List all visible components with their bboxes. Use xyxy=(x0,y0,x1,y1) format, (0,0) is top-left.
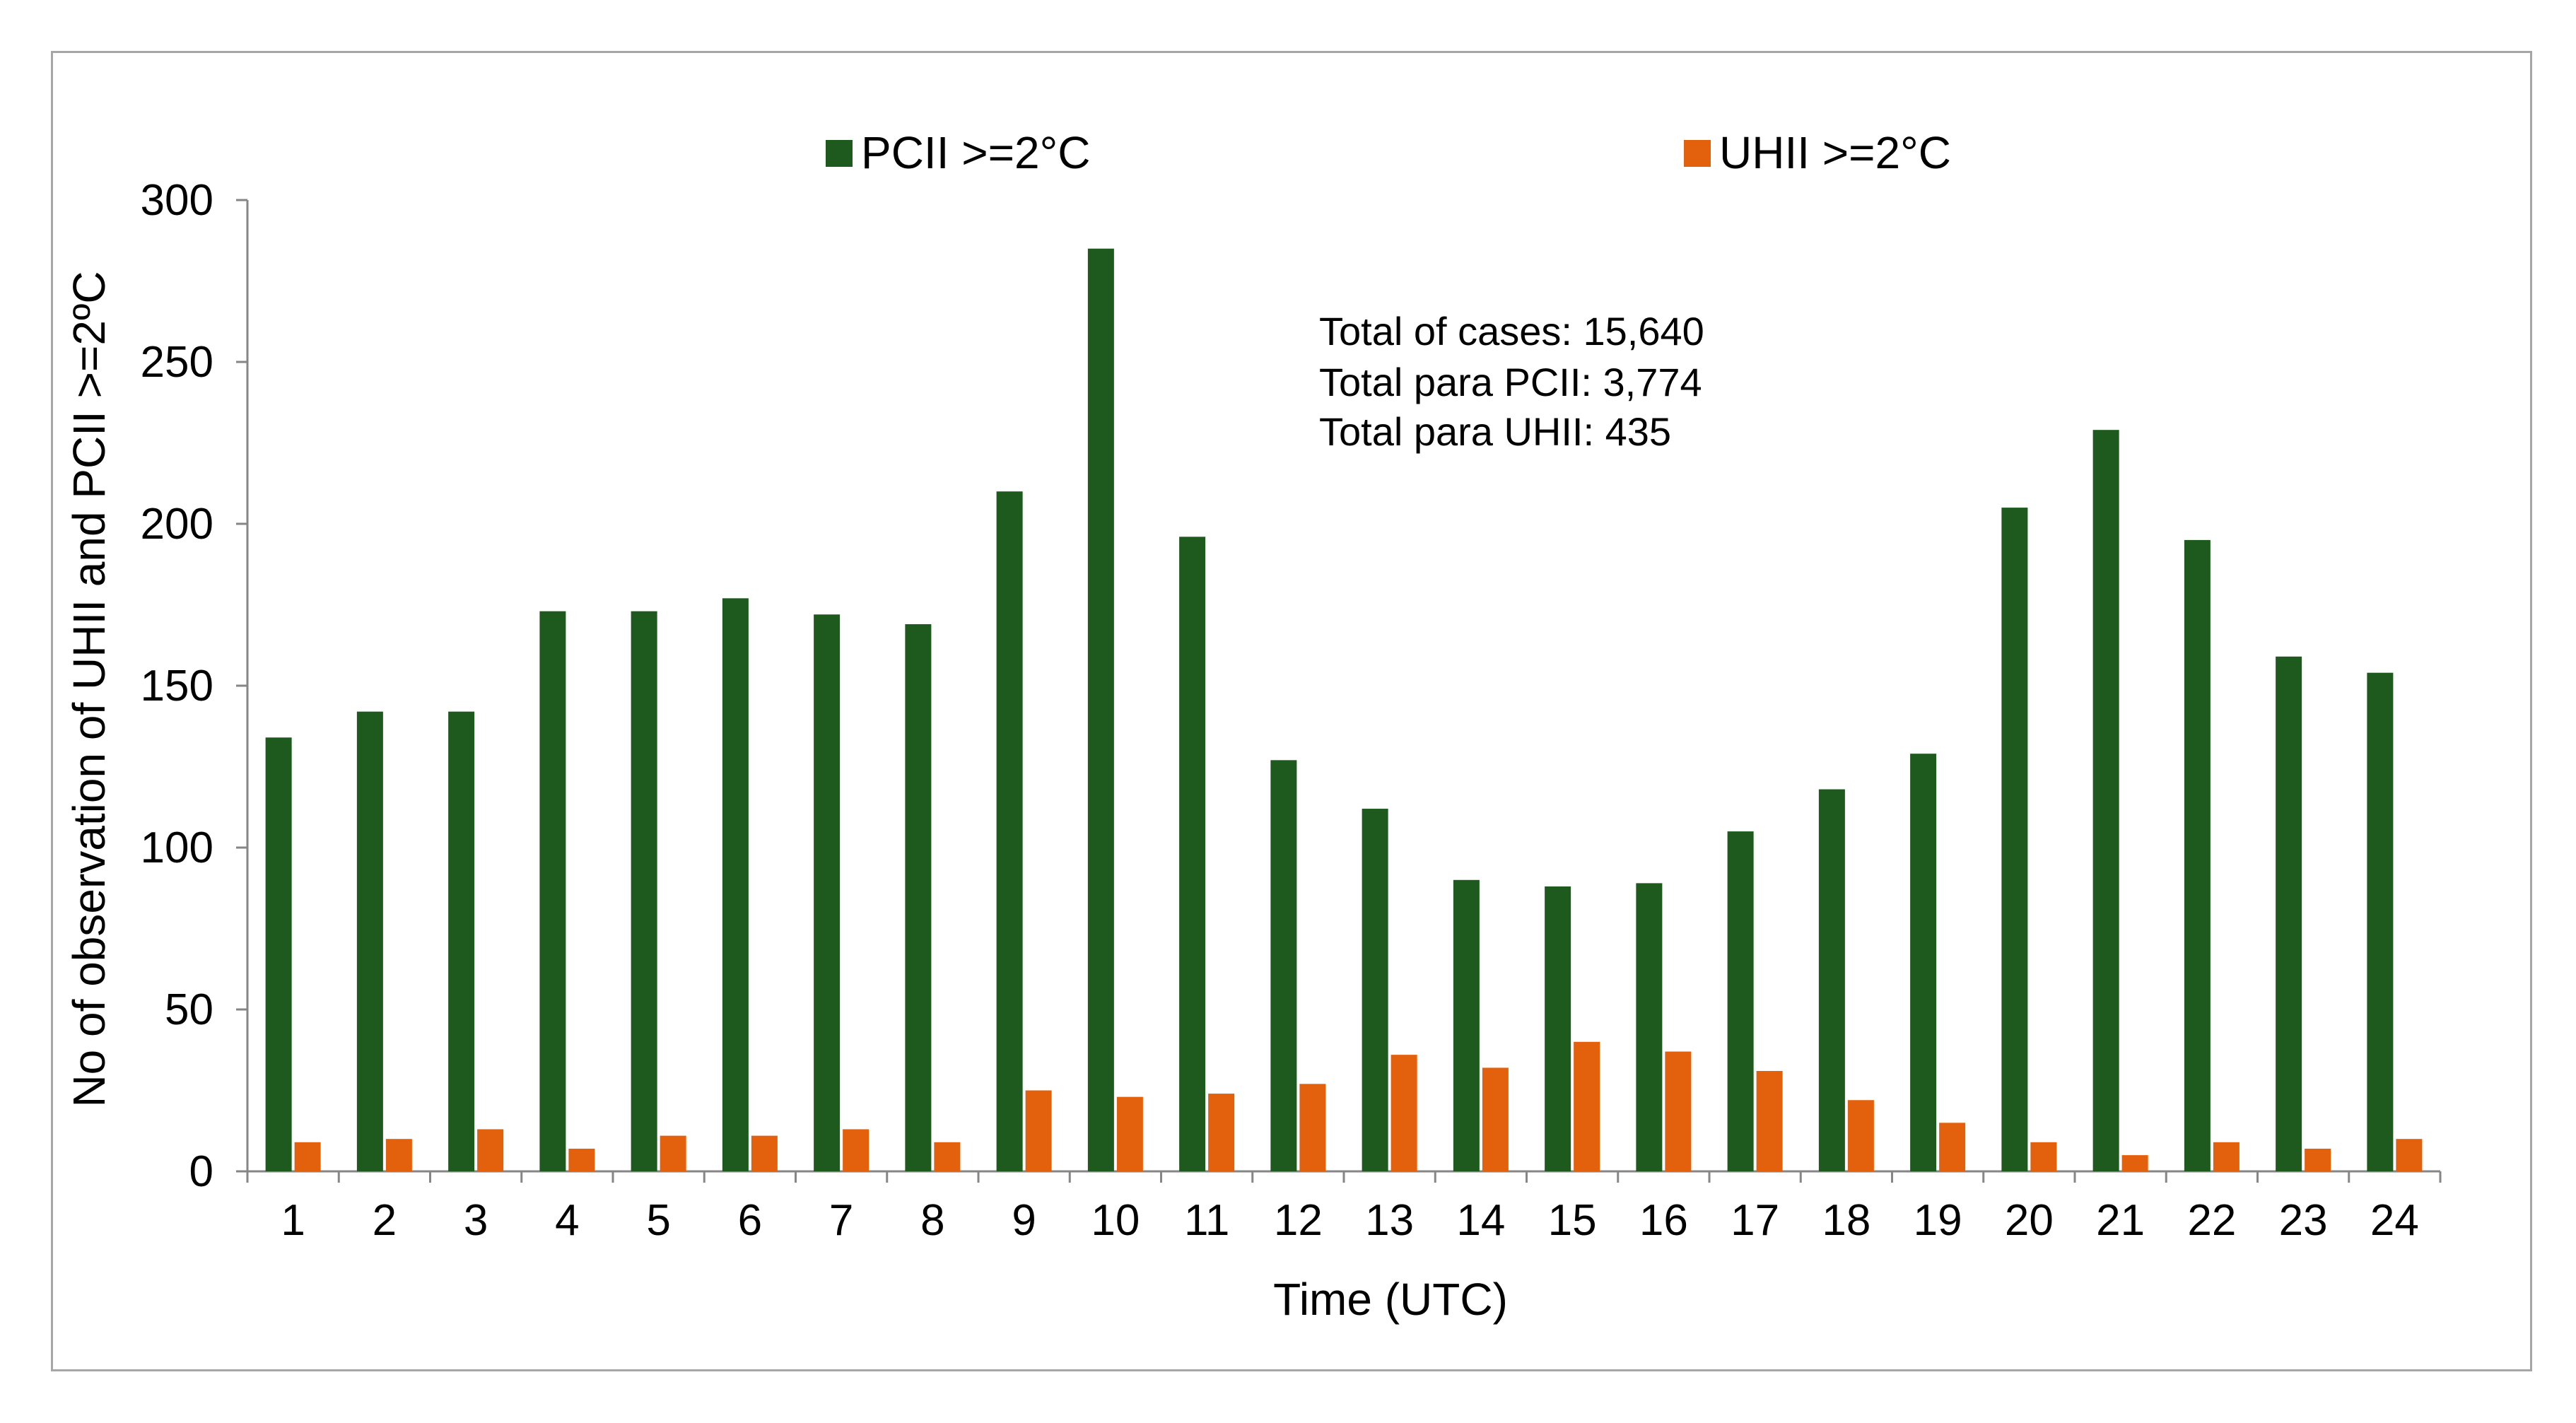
bar-uhii-14 xyxy=(1482,1067,1509,1171)
bar-pcii-2 xyxy=(356,711,383,1171)
y-tick-label: 200 xyxy=(141,500,213,549)
x-tick-label: 15 xyxy=(1548,1196,1597,1245)
legend-item-uhii: UHII >=2°C xyxy=(1684,127,1951,178)
bar-uhii-21 xyxy=(2121,1155,2148,1171)
bar-pcii-4 xyxy=(539,611,566,1171)
x-tick-label: 4 xyxy=(555,1196,579,1245)
bar-pcii-8 xyxy=(905,623,932,1171)
x-tick-label: 12 xyxy=(1274,1196,1323,1245)
totals-annotation: Total of cases: 15,640 Total para PCII: … xyxy=(1319,309,1704,454)
bar-uhii-20 xyxy=(2030,1142,2057,1171)
bar-uhii-6 xyxy=(751,1135,778,1171)
legend-label-uhii: UHII >=2°C xyxy=(1719,127,1951,178)
x-tick-label: 16 xyxy=(1639,1196,1688,1245)
x-axis-title: Time (UTC) xyxy=(1273,1274,1508,1325)
legend-item-pcii: PCII >=2°C xyxy=(826,127,1090,178)
bar-uhii-17 xyxy=(1756,1071,1783,1171)
y-axis-title: No of observation of UHII and PCII >=2ºC xyxy=(64,271,115,1107)
x-tick-label: 20 xyxy=(2005,1196,2054,1245)
bar-pcii-7 xyxy=(814,614,841,1171)
x-tick-label: 2 xyxy=(373,1196,397,1245)
x-tick-label: 13 xyxy=(1365,1196,1414,1245)
bar-uhii-7 xyxy=(843,1129,870,1171)
bar-uhii-8 xyxy=(934,1142,961,1171)
bar-uhii-4 xyxy=(568,1148,595,1171)
x-tick-label: 19 xyxy=(1914,1196,1962,1245)
bar-pcii-12 xyxy=(1270,760,1297,1171)
bar-uhii-1 xyxy=(294,1142,321,1171)
legend-swatch-uhii xyxy=(1684,140,1711,167)
legend-label-pcii: PCII >=2°C xyxy=(861,127,1090,178)
bar-uhii-22 xyxy=(2213,1142,2240,1171)
bar-uhii-18 xyxy=(1847,1100,1874,1171)
bar-uhii-24 xyxy=(2396,1139,2423,1171)
x-tick-label: 23 xyxy=(2279,1196,2328,1245)
bar-uhii-19 xyxy=(1939,1123,1966,1171)
x-tick-label: 22 xyxy=(2187,1196,2236,1245)
x-tick-label: 18 xyxy=(1822,1196,1870,1245)
bar-uhii-16 xyxy=(1665,1051,1692,1171)
bars xyxy=(265,248,2423,1172)
legend: PCII >=2°C UHII >=2°C xyxy=(826,127,1951,178)
bar-pcii-20 xyxy=(2001,508,2028,1171)
bar-uhii-12 xyxy=(1299,1084,1326,1171)
x-tick-label: 10 xyxy=(1091,1196,1140,1245)
bar-uhii-11 xyxy=(1208,1094,1235,1171)
bar-pcii-18 xyxy=(1818,789,1845,1171)
bar-uhii-15 xyxy=(1574,1041,1600,1171)
bar-pcii-22 xyxy=(2184,539,2211,1171)
bar-pcii-23 xyxy=(2276,656,2302,1171)
annotation-total-uhii: Total para UHII: 435 xyxy=(1319,409,1671,454)
bar-pcii-21 xyxy=(2092,430,2119,1172)
bar-uhii-9 xyxy=(1025,1090,1052,1171)
x-tick-label: 9 xyxy=(1012,1196,1036,1245)
bar-pcii-3 xyxy=(448,711,475,1171)
x-tick-label: 11 xyxy=(1184,1196,1229,1245)
bar-pcii-24 xyxy=(2367,672,2394,1171)
bar-pcii-5 xyxy=(631,611,657,1171)
x-tick-label: 14 xyxy=(1456,1196,1505,1245)
x-tick-label: 6 xyxy=(738,1196,762,1245)
bar-uhii-3 xyxy=(477,1129,504,1171)
bar-uhii-13 xyxy=(1391,1055,1417,1171)
x-tick-label: 3 xyxy=(464,1196,488,1245)
x-tick-label: 1 xyxy=(281,1196,305,1245)
y-tick-label: 0 xyxy=(189,1147,213,1196)
bar-uhii-10 xyxy=(1116,1096,1143,1171)
bar-pcii-19 xyxy=(1910,754,1937,1171)
bar-pcii-14 xyxy=(1453,879,1480,1171)
y-tick-label: 100 xyxy=(141,824,213,872)
bar-uhii-2 xyxy=(385,1139,412,1171)
bar-pcii-10 xyxy=(1087,248,1114,1172)
bar-pcii-6 xyxy=(722,598,749,1171)
axes xyxy=(236,199,2442,1183)
x-tick-label: 21 xyxy=(2096,1196,2145,1245)
bar-pcii-11 xyxy=(1179,537,1206,1171)
y-tick-label: 150 xyxy=(141,662,213,710)
y-tick-label: 250 xyxy=(141,338,213,387)
annotation-total-pcii: Total para PCII: 3,774 xyxy=(1319,360,1702,404)
bar-uhii-23 xyxy=(2305,1148,2331,1171)
bar-pcii-16 xyxy=(1636,883,1663,1171)
x-tick-label: 17 xyxy=(1731,1196,1779,1245)
bar-pcii-13 xyxy=(1362,809,1388,1171)
x-tick-label: 24 xyxy=(2370,1196,2419,1245)
legend-swatch-pcii xyxy=(826,140,853,167)
bar-pcii-9 xyxy=(996,491,1023,1171)
x-tick-label: 7 xyxy=(829,1196,853,1245)
bar-pcii-15 xyxy=(1545,886,1571,1171)
x-tick-label: 8 xyxy=(920,1196,944,1245)
annotation-total-cases: Total of cases: 15,640 xyxy=(1319,309,1704,353)
y-tick-label: 300 xyxy=(141,176,213,225)
bar-pcii-17 xyxy=(1727,831,1754,1171)
bar-uhii-5 xyxy=(660,1135,686,1171)
y-tick-label: 50 xyxy=(165,985,213,1034)
x-tick-label: 5 xyxy=(646,1196,670,1245)
bar-pcii-1 xyxy=(265,737,292,1171)
